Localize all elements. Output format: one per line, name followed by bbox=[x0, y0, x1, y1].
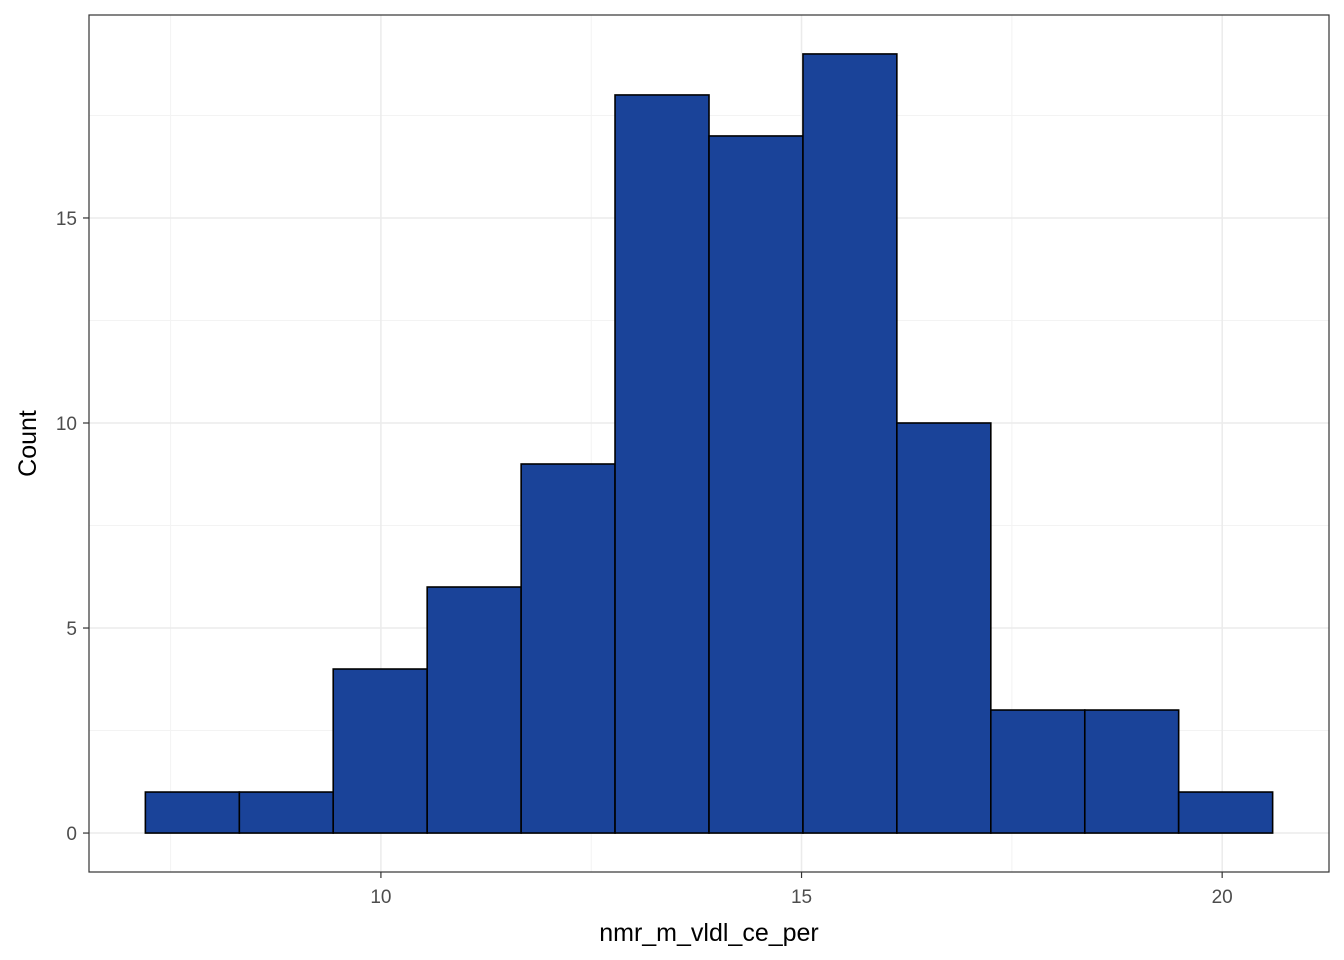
x-tick-label: 15 bbox=[791, 887, 812, 908]
y-tick-label: 10 bbox=[56, 414, 77, 435]
histogram-bar bbox=[1083, 709, 1180, 834]
y-tick-label: 15 bbox=[56, 209, 77, 230]
histogram-bar bbox=[990, 709, 1086, 834]
x-tick-label: 10 bbox=[370, 887, 391, 908]
histogram-bar bbox=[144, 791, 241, 834]
histogram-bar bbox=[614, 94, 710, 834]
histogram-bar bbox=[332, 668, 428, 834]
histogram-bars bbox=[144, 53, 1274, 834]
histogram-bar bbox=[802, 53, 898, 834]
x-axis-title: nmr_m_vldl_ce_per bbox=[599, 919, 819, 947]
axes: 10 15 20 0 5 10 15 bbox=[56, 209, 1233, 908]
y-axis-title: Count bbox=[14, 410, 42, 477]
histogram-bar bbox=[1177, 791, 1274, 834]
histogram-bar bbox=[426, 586, 522, 834]
y-tick-label: 0 bbox=[66, 824, 77, 845]
x-tick-label: 20 bbox=[1212, 887, 1233, 908]
histogram-bar bbox=[896, 422, 992, 834]
panel-border bbox=[88, 14, 1330, 873]
histogram-bar bbox=[520, 463, 616, 834]
y-tick-label: 5 bbox=[66, 619, 77, 640]
histogram-bar bbox=[708, 135, 804, 834]
histogram-bar bbox=[238, 791, 335, 834]
